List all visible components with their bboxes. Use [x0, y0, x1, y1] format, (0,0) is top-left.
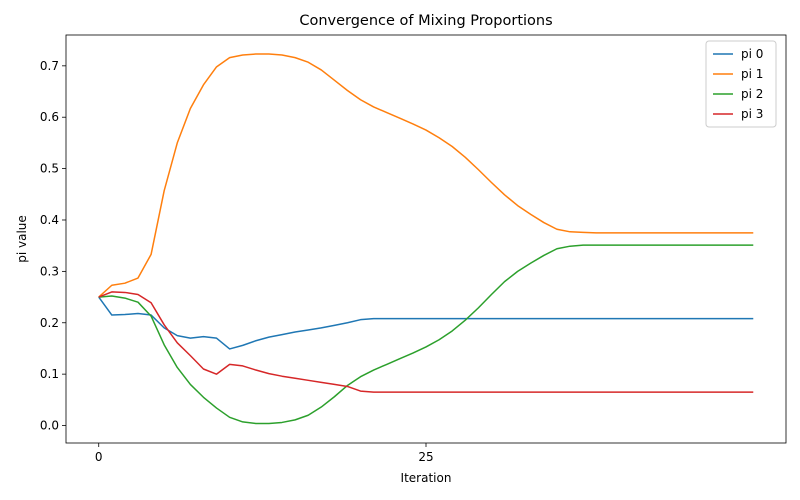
x-axis: 0 25: [95, 443, 434, 464]
legend-label-0: pi 0: [741, 47, 763, 61]
y-tick-label: 0.1: [40, 367, 59, 381]
series-line-0: [98, 296, 754, 350]
y-axis: 0.0 0.1 0.2 0.3 0.4 0.5 0.6 0.7: [40, 59, 66, 433]
legend: pi 0 pi 1 pi 2 pi 3: [705, 40, 777, 128]
x-tick-label: 25: [418, 450, 433, 464]
y-axis-label: pi value: [15, 215, 29, 263]
y-tick-label: 0.4: [40, 213, 59, 227]
chart-title: Convergence of Mixing Proportions: [299, 13, 552, 29]
series-line-2: [98, 244, 754, 425]
x-axis-label: Iteration: [401, 471, 452, 485]
y-tick-label: 0.7: [40, 59, 59, 73]
legend-box: [705, 40, 777, 128]
legend-label-1: pi 1: [741, 67, 763, 81]
y-tick-label: 0.3: [40, 264, 59, 278]
series-line-3: [98, 291, 754, 393]
legend-label-2: pi 2: [741, 87, 763, 101]
y-tick-label: 0.6: [40, 110, 59, 124]
y-tick-label: 0.0: [40, 419, 59, 433]
legend-label-3: pi 3: [741, 107, 763, 121]
plot-area: [98, 53, 754, 425]
y-tick-label: 0.5: [40, 162, 59, 176]
plot-frame: [65, 34, 787, 444]
series-line-1: [98, 53, 754, 298]
y-tick-label: 0.2: [40, 316, 59, 330]
x-tick-label: 0: [95, 450, 103, 464]
